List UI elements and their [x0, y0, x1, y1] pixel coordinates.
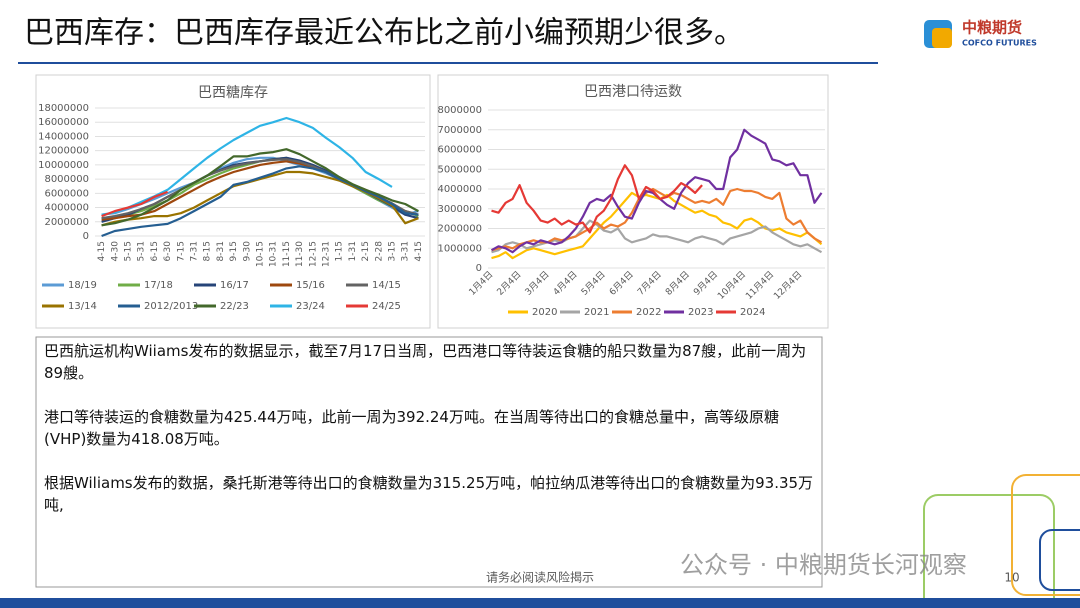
legend-label: 2020 [532, 307, 557, 318]
x-tick-label: 7-15 [176, 241, 186, 261]
y-tick-label: 16000000 [38, 117, 89, 128]
x-tick-label: 2-28 [374, 241, 384, 262]
y-tick-label: 3000000 [437, 204, 482, 215]
y-tick-label: 1000000 [437, 243, 482, 254]
y-tick-label: 0 [476, 263, 482, 274]
x-tick-label: 4-15 [97, 241, 107, 261]
text-body: 巴西航运机构Wiiams发布的数据显示，截至7月17日当周，巴西港口等待装运食糖… [44, 340, 814, 538]
x-tick-label: 12-15 [308, 241, 318, 267]
decor [1011, 474, 1080, 596]
slide-title: 巴西库存：巴西库存最近公布比之前小编预期少很多。 [24, 16, 744, 51]
disclaimer: 请务必阅读风险揭示 [486, 570, 594, 585]
series-line [101, 165, 419, 238]
series-line [101, 148, 419, 227]
legend-label: 17/18 [144, 280, 173, 291]
chart-frame [437, 74, 829, 329]
y-tick-label: 6000000 [44, 188, 89, 199]
y-tick-label: 4000000 [44, 203, 89, 214]
legend-label: 23/24 [296, 301, 325, 312]
footer-bar [0, 598, 1080, 608]
series-line [491, 164, 703, 234]
y-tick-label: 18000000 [38, 103, 89, 114]
x-tick-label: 11-15 [282, 241, 292, 267]
legend-label: 2023 [688, 307, 713, 318]
decor [923, 494, 1055, 608]
y-tick-label: 2000000 [44, 217, 89, 228]
x-tick-label: 7-31 [190, 241, 200, 261]
legend-label: 24/25 [372, 301, 401, 312]
x-tick-label: 12-31 [322, 241, 332, 267]
legend-label: 18/19 [68, 280, 97, 291]
x-tick-label: 9-30 [242, 241, 252, 262]
x-tick-label: 10-31 [269, 241, 279, 267]
legend-label: 14/15 [372, 280, 401, 291]
legend-label: 2022 [636, 307, 661, 318]
chart-title: 巴西糖库存 [198, 85, 268, 101]
chart-title: 巴西港口待运数 [584, 84, 682, 100]
legend-label: 15/16 [296, 280, 325, 291]
x-tick-label: 4-15 [414, 241, 424, 261]
x-tick-label: 1-15 [335, 241, 345, 261]
legend-label: 16/17 [220, 280, 249, 291]
paragraph: 根据Wiliams发布的数据，桑托斯港等待出口的食糖数量为315.25万吨，帕拉… [44, 474, 814, 514]
y-tick-label: 5000000 [437, 164, 482, 175]
y-tick-label: 2000000 [437, 224, 482, 235]
y-tick-label: 6000000 [437, 145, 482, 156]
watermark: 公众号 · 中粮期货长河观察 [680, 551, 967, 579]
y-tick-label: 4000000 [437, 184, 482, 195]
x-tick-label: 3-15 [388, 241, 398, 261]
x-tick-label: 8-31 [216, 241, 226, 261]
legend-label: 22/23 [220, 301, 249, 312]
x-tick-label: 5-15 [124, 241, 134, 261]
x-tick-label: 6-15 [150, 241, 160, 261]
legend-label: 2021 [584, 307, 609, 318]
y-tick-label: 8000000 [437, 105, 482, 116]
legend-label: 2024 [740, 307, 765, 318]
y-tick-label: 8000000 [44, 174, 89, 185]
y-tick-label: 7000000 [437, 125, 482, 136]
paragraph: 港口等待装运的食糖数量为425.44万吨，此前一周为392.24万吨。在当周等待… [44, 408, 779, 448]
x-tick-label: 5-31 [137, 241, 147, 261]
text-box [35, 336, 823, 588]
logo-en: COFCO FUTURES [962, 39, 1037, 48]
legend-label: 13/14 [68, 301, 97, 312]
y-tick-label: 10000000 [38, 160, 89, 171]
page-number: 10 [1004, 571, 1019, 585]
x-tick-label: 2-15 [361, 241, 371, 261]
logo-icon [932, 28, 952, 48]
logo-cn: 中粮期货 [962, 19, 1022, 37]
y-tick-label: 14000000 [38, 131, 89, 142]
series-line [101, 190, 168, 218]
legend-label: 2012/2013 [144, 301, 198, 312]
x-tick-label: 11-30 [295, 241, 305, 267]
x-tick-label: 3-31 [401, 241, 411, 261]
paragraph: 巴西航运机构Wiiams发布的数据显示，截至7月17日当周，巴西港口等待装运食糖… [44, 342, 807, 382]
x-tick-label: 6-30 [163, 241, 173, 262]
x-tick-label: 4-30 [110, 241, 120, 262]
x-tick-label: 9-15 [229, 241, 239, 261]
decor [1039, 529, 1080, 591]
x-tick-label: 1-31 [348, 241, 358, 261]
y-tick-label: 0 [83, 231, 89, 242]
x-tick-label: 10-15 [256, 241, 266, 267]
y-tick-label: 12000000 [38, 146, 89, 157]
x-tick-label: 8-15 [203, 241, 213, 261]
